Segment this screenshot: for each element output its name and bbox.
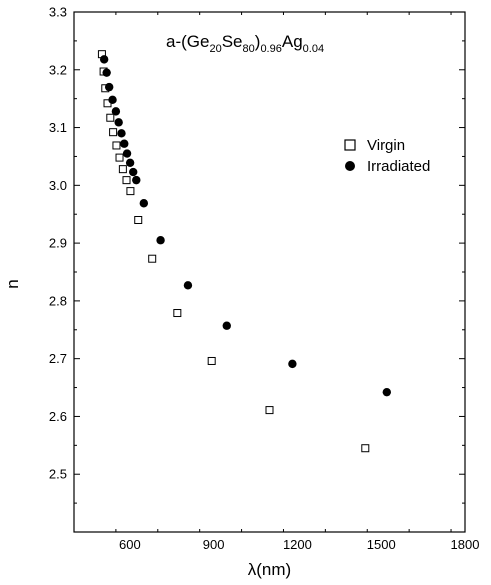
data-point-irradiated [104, 82, 114, 92]
data-point-irradiated [132, 175, 141, 185]
data-point-irradiated [183, 281, 193, 290]
data-point-irradiated [382, 387, 391, 397]
y-tick-label: 2.7 [49, 351, 67, 366]
data-point-virgin [126, 187, 135, 196]
x-tick-label: 1500 [367, 537, 396, 552]
data-point-virgin [118, 165, 127, 174]
data-point-virgin [106, 113, 115, 122]
data-point-irradiated [156, 236, 165, 245]
data-point-virgin [361, 444, 370, 453]
x-axis: 600 900 1200 1500 1800 [73, 12, 480, 552]
data-point-irradiated [102, 68, 111, 77]
y-tick-label: 3.1 [49, 120, 67, 135]
data-point-irradiated [108, 95, 117, 105]
annotation-text: Ag [282, 32, 303, 51]
legend-marker-irradiated [345, 161, 355, 171]
data-point-irradiated [111, 107, 121, 116]
y-tick-label: 2.9 [49, 236, 67, 251]
annotation-text: ) [255, 32, 261, 51]
data-point-irradiated [222, 321, 231, 330]
y-tick-label: 3.2 [49, 62, 67, 77]
legend-marker-virgin [344, 139, 356, 151]
annotation-subscript: 20 [209, 43, 221, 55]
y-tick-label: 3.0 [49, 178, 67, 193]
data-point-virgin [109, 128, 118, 137]
data-point-irradiated [122, 149, 132, 158]
legend-label: Virgin [367, 137, 405, 154]
data-point-irradiated [117, 129, 126, 138]
data-point-irradiated [99, 55, 109, 64]
data-point-irradiated [125, 158, 135, 167]
annotation-subscript: 0.96 [260, 43, 281, 55]
data-point-virgin [207, 356, 216, 365]
data-point-irradiated [288, 359, 297, 369]
y-axis-label: n [3, 279, 22, 288]
x-tick-label: 600 [119, 537, 141, 552]
data-point-virgin [265, 406, 274, 415]
data-point-virgin [115, 153, 124, 162]
plot-border [73, 11, 466, 533]
annotation-subscript: 0.04 [303, 43, 324, 55]
data-point-virgin [112, 141, 121, 150]
data-point-virgin [173, 309, 182, 318]
series-irradiated [99, 55, 391, 397]
y-tick-label: 2.5 [49, 467, 67, 482]
annotation-text: Se [222, 32, 243, 51]
series-virgin [97, 50, 370, 453]
legend: Virgin Irradiated [344, 137, 430, 175]
data-point-irradiated [120, 139, 129, 148]
annotation-subscript: 80 [243, 43, 255, 55]
data-point-irradiated [114, 118, 123, 127]
data-point-virgin [134, 216, 143, 224]
legend-label: Irradiated [367, 158, 430, 175]
data-series [97, 50, 391, 453]
y-axis: 2.5 2.6 2.7 2.8 2.9 3.0 3.1 3.2 3.3 [49, 5, 465, 533]
x-axis-label: λ(nm) [248, 560, 291, 579]
data-point-irradiated [139, 199, 149, 208]
y-tick-label: 2.8 [49, 293, 67, 308]
chart-annotation: a-(Ge20Se80)0.96Ag0.04 [166, 32, 324, 55]
plot-frame [73, 11, 466, 533]
x-tick-label: 900 [203, 537, 225, 552]
x-tick-label: 1200 [283, 537, 312, 552]
data-point-irradiated [129, 167, 138, 177]
y-tick-label: 2.6 [49, 409, 67, 424]
data-point-virgin [148, 254, 157, 263]
annotation-text: a-(Ge [166, 32, 209, 51]
y-tick-label: 3.3 [49, 5, 67, 20]
x-tick-label: 1800 [451, 537, 480, 552]
data-point-virgin [122, 176, 131, 185]
